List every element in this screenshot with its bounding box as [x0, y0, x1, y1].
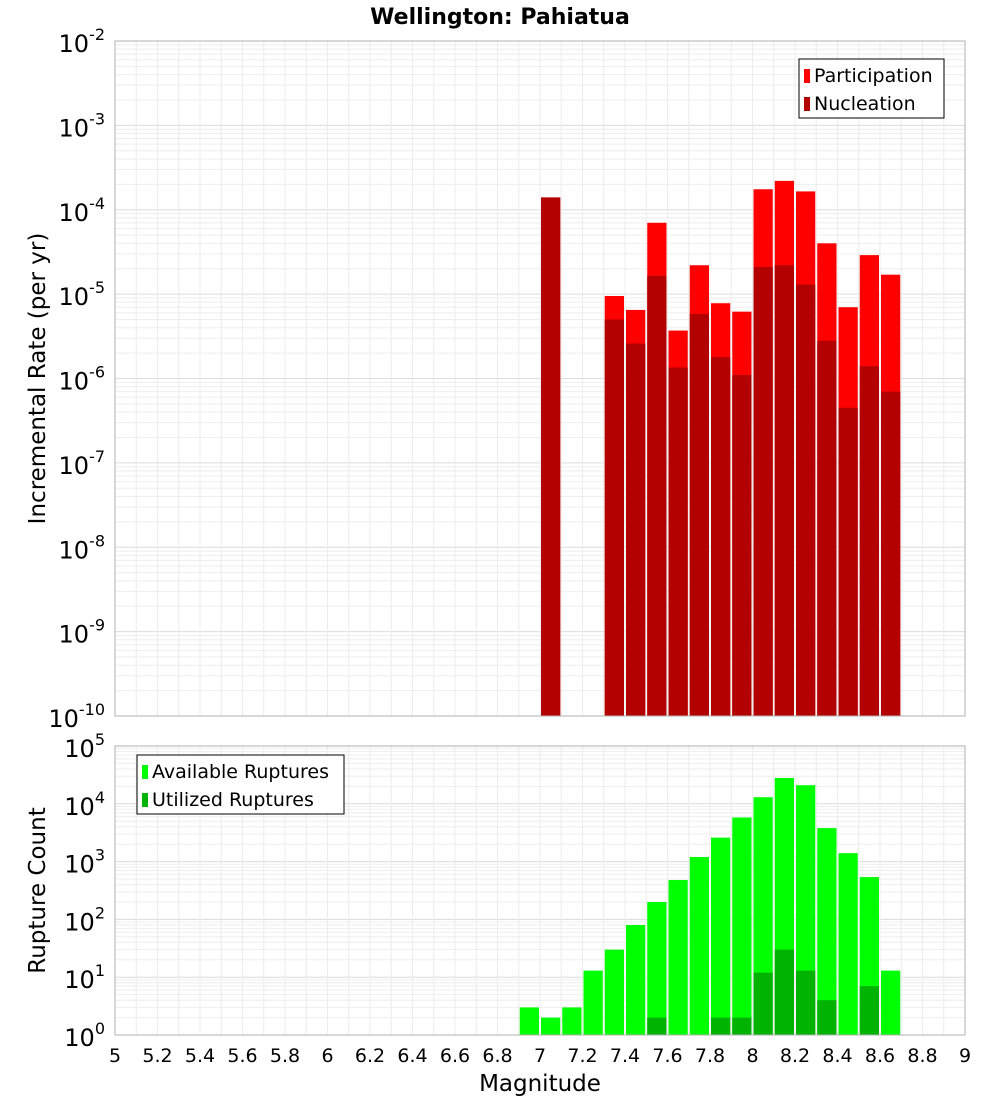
plot-frame-0	[114, 40, 966, 717]
y-tick-label: 105	[64, 730, 105, 763]
y-tick-label: 10-4	[59, 194, 106, 227]
bar-nucleation	[796, 284, 816, 716]
legend-label: Available Ruptures	[152, 761, 329, 783]
x-tick-label: 6.8	[482, 1045, 512, 1067]
y-axis-label-0: Incremental Rate (per yr)	[25, 233, 51, 525]
legend-label: Nucleation	[814, 93, 916, 115]
bar-available-ruptures	[732, 817, 752, 1035]
bar-nucleation	[604, 319, 624, 716]
plot-frame-1	[114, 745, 966, 1036]
legend-box-0	[798, 58, 945, 119]
bar-nucleation	[732, 375, 752, 716]
x-tick-label: 7	[534, 1045, 546, 1067]
bar-nucleation	[859, 366, 879, 716]
bar-available-ruptures	[626, 925, 646, 1035]
bar-nucleation	[668, 367, 688, 716]
x-tick-label: 8.8	[907, 1045, 937, 1067]
y-tick-label: 10-2	[59, 25, 106, 58]
y-tick-label: 102	[64, 903, 105, 936]
x-tick-label: 7.2	[567, 1045, 597, 1067]
bar-utilized-ruptures	[859, 986, 879, 1035]
bar-nucleation	[626, 343, 646, 716]
x-tick-label: 6.6	[440, 1045, 470, 1067]
x-tick-label: 6	[321, 1045, 333, 1067]
x-axis-label: Magnitude	[479, 1071, 601, 1097]
bar-available-ruptures	[689, 857, 709, 1035]
x-tick-label: 5.2	[142, 1045, 172, 1067]
bar-utilized-ruptures	[774, 949, 794, 1035]
x-tick-label: 7.4	[610, 1045, 640, 1067]
x-tick-label: 8	[746, 1045, 758, 1067]
bar-nucleation	[774, 265, 794, 716]
legend-swatch	[142, 765, 148, 779]
y-axis-label-1: Rupture Count	[25, 807, 51, 973]
bar-utilized-ruptures	[817, 1000, 837, 1035]
bar-available-ruptures	[604, 949, 624, 1035]
bar-nucleation	[838, 407, 858, 716]
bar-available-ruptures	[711, 837, 731, 1035]
x-tick-label: 5.4	[185, 1045, 215, 1067]
y-tick-label: 10-6	[59, 363, 106, 396]
y-tick-label: 10-3	[59, 109, 106, 142]
x-tick-label: 8.2	[780, 1045, 810, 1067]
bar-nucleation	[753, 266, 773, 716]
y-tick-label: 103	[64, 846, 105, 879]
y-tick-label: 101	[64, 961, 105, 994]
y-tick-label: 100	[64, 1019, 105, 1052]
x-tick-label: 5	[109, 1045, 121, 1067]
y-tick-label: 10-8	[59, 531, 106, 564]
bar-nucleation	[541, 197, 561, 717]
legend-swatch	[142, 793, 148, 807]
bar-available-ruptures	[647, 902, 667, 1035]
legend-swatch	[804, 97, 810, 111]
bar-available-ruptures	[817, 828, 837, 1035]
y-tick-label: 10-9	[59, 616, 106, 649]
bar-available-ruptures	[881, 970, 901, 1035]
bar-utilized-ruptures	[711, 1017, 731, 1035]
x-tick-label: 5.6	[227, 1045, 257, 1067]
x-tick-label: 9	[959, 1045, 971, 1067]
bar-available-ruptures	[519, 1007, 539, 1035]
bar-available-ruptures	[541, 1017, 561, 1035]
chart-title: Wellington: Pahiatua	[370, 5, 630, 30]
bar-available-ruptures	[583, 970, 603, 1035]
x-tick-label: 6.2	[355, 1045, 385, 1067]
x-tick-label: 7.6	[652, 1045, 682, 1067]
bar-available-ruptures	[838, 853, 858, 1035]
bar-nucleation	[689, 314, 709, 716]
x-tick-label: 5.8	[270, 1045, 300, 1067]
bar-utilized-ruptures	[796, 970, 816, 1035]
legend-label: Participation	[814, 65, 933, 87]
legend-label: Utilized Ruptures	[152, 789, 314, 811]
bar-utilized-ruptures	[732, 1017, 752, 1035]
bar-available-ruptures	[562, 1007, 582, 1035]
x-tick-label: 6.4	[397, 1045, 427, 1067]
x-tick-label: 8.6	[865, 1045, 895, 1067]
y-tick-label: 10-10	[48, 700, 105, 733]
bar-nucleation	[817, 340, 837, 716]
x-tick-label: 7.8	[695, 1045, 725, 1067]
bar-utilized-ruptures	[753, 972, 773, 1035]
legend-swatch	[804, 69, 810, 83]
bar-nucleation	[881, 391, 901, 716]
x-tick-label: 8.4	[822, 1045, 852, 1067]
bar-nucleation	[647, 275, 667, 716]
y-tick-label: 10-5	[59, 278, 106, 311]
y-tick-label: 104	[64, 788, 105, 821]
bar-available-ruptures	[668, 880, 688, 1035]
bar-nucleation	[711, 356, 731, 716]
y-tick-label: 10-7	[59, 447, 106, 480]
legend-box-1	[136, 754, 345, 815]
bar-utilized-ruptures	[647, 1017, 667, 1035]
